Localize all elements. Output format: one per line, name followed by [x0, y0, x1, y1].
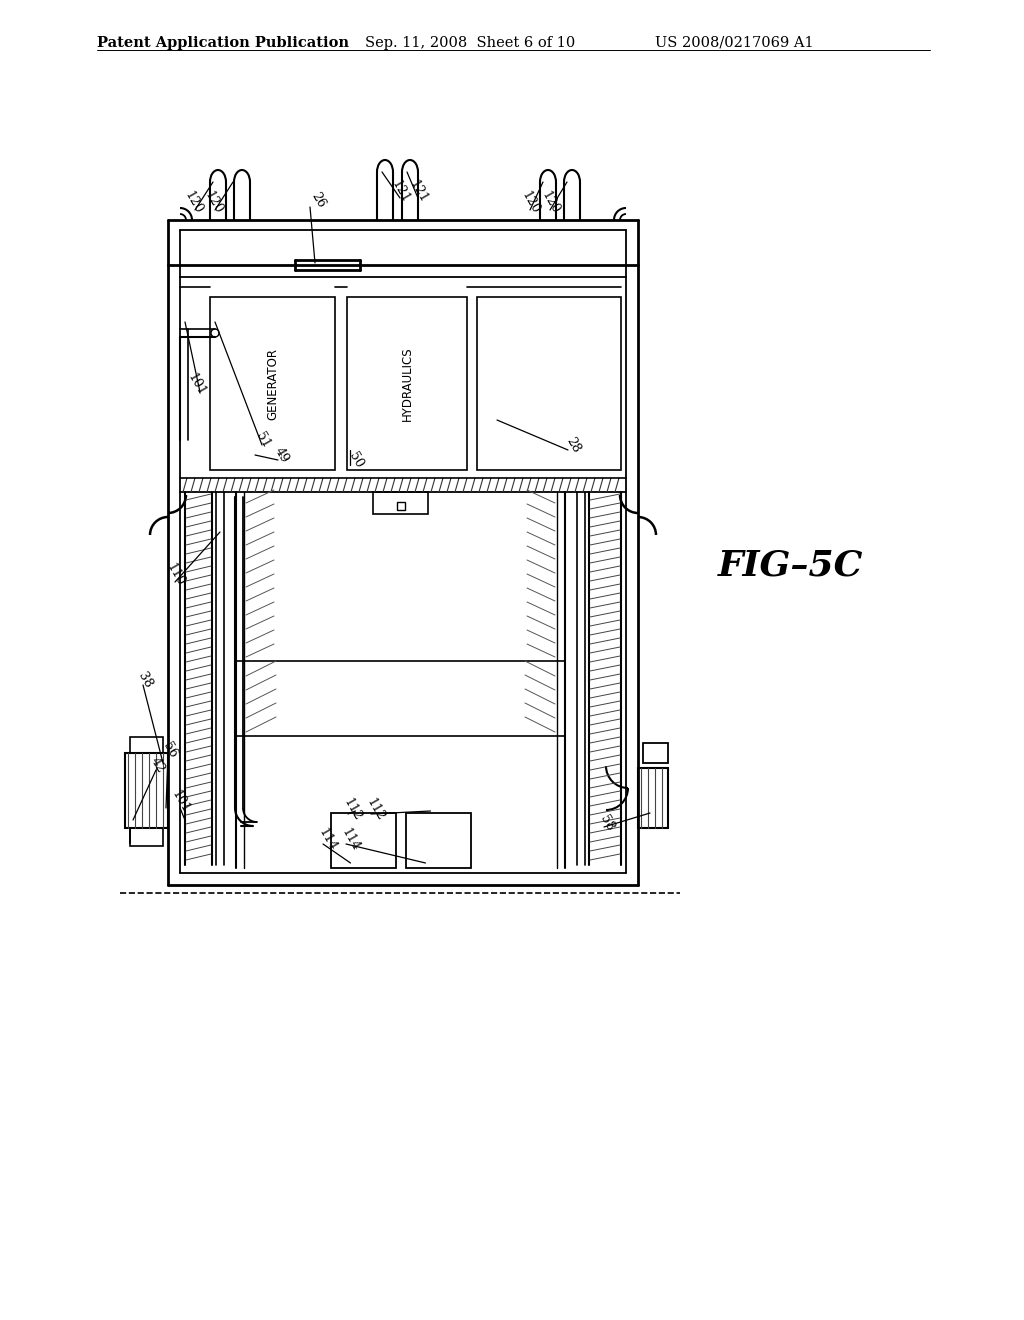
- Text: US 2008/0217069 A1: US 2008/0217069 A1: [655, 36, 814, 50]
- Bar: [396, 502, 404, 510]
- Text: 120: 120: [181, 189, 205, 216]
- Text: 120: 120: [202, 189, 224, 216]
- Text: 121: 121: [388, 178, 412, 206]
- Bar: [210, 297, 335, 470]
- Bar: [373, 492, 428, 513]
- Text: GENERATOR: GENERATOR: [266, 347, 279, 420]
- Text: 114: 114: [315, 826, 339, 854]
- Text: 114: 114: [338, 826, 361, 854]
- Text: 51: 51: [253, 430, 272, 450]
- Text: 120: 120: [539, 189, 561, 216]
- Text: 38: 38: [135, 669, 155, 690]
- Bar: [643, 743, 668, 763]
- Text: 56: 56: [161, 741, 179, 760]
- Bar: [125, 752, 168, 828]
- Text: 50: 50: [346, 450, 366, 470]
- Text: 26: 26: [308, 190, 328, 210]
- Text: 101: 101: [168, 788, 191, 816]
- Bar: [331, 813, 395, 869]
- Text: 58: 58: [597, 813, 616, 833]
- Bar: [130, 737, 163, 752]
- Text: Sep. 11, 2008  Sheet 6 of 10: Sep. 11, 2008 Sheet 6 of 10: [365, 36, 575, 50]
- Text: 110: 110: [164, 561, 186, 589]
- Text: Patent Application Publication: Patent Application Publication: [97, 36, 349, 50]
- Text: 49: 49: [272, 445, 292, 465]
- Text: 42: 42: [148, 755, 168, 775]
- Text: 112: 112: [340, 796, 364, 824]
- Bar: [477, 297, 621, 470]
- Bar: [638, 768, 668, 828]
- Bar: [347, 297, 467, 470]
- Text: 121: 121: [407, 178, 430, 206]
- Text: 120: 120: [518, 189, 542, 216]
- Text: 112: 112: [364, 796, 387, 824]
- Text: HYDRAULICS: HYDRAULICS: [400, 346, 414, 421]
- Bar: [130, 828, 163, 846]
- Text: FIG–5C: FIG–5C: [718, 548, 863, 582]
- Text: 101: 101: [184, 371, 208, 399]
- Text: 28: 28: [563, 434, 583, 455]
- Bar: [406, 813, 470, 869]
